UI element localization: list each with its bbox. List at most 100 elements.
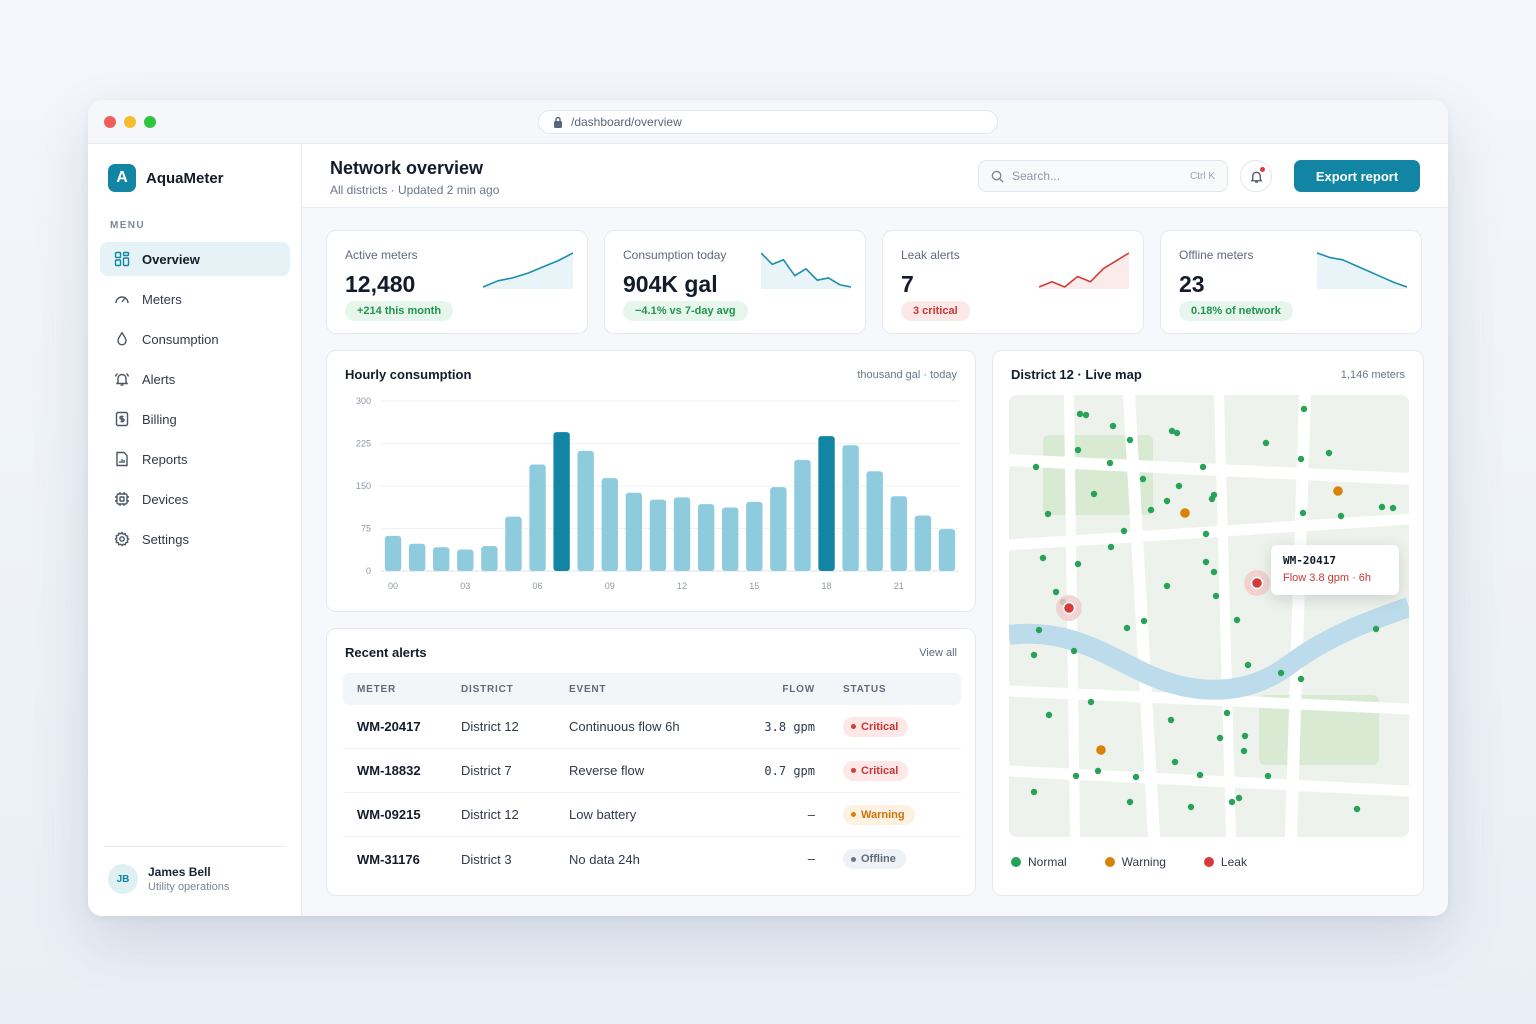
bar-23[interactable] [938, 529, 956, 571]
bar-11[interactable] [649, 499, 667, 571]
page-header: Network overview All districts · Updated… [302, 144, 1448, 208]
notifications-button[interactable] [1240, 160, 1272, 192]
bar-07[interactable] [553, 432, 570, 571]
legend-item-warning: Warning [1104, 855, 1166, 869]
divider [104, 846, 286, 847]
kpi-card-leak-alerts: Leak alerts 7 3 critical [882, 230, 1144, 334]
bar-20[interactable] [866, 471, 883, 571]
column-header-meter[interactable]: METER [357, 683, 396, 695]
column-header-status[interactable]: STATUS [843, 683, 887, 695]
table-row[interactable]: WM-18832 District 7 Reverse flow 0.7 gpm… [343, 749, 961, 793]
bar-05[interactable] [505, 516, 522, 571]
district-map[interactable]: WM-20417 Flow 3.8 gpm · 6h [1009, 395, 1409, 837]
bar-10[interactable] [625, 492, 643, 571]
column-header-event[interactable]: EVENT [569, 683, 607, 695]
kpi-label: Active meters [345, 248, 418, 262]
tooltip-meter-id: WM-20417 [1283, 554, 1336, 567]
cell-meter: WM-31176 [357, 851, 420, 867]
bar-16[interactable] [770, 487, 787, 571]
bar-22[interactable] [914, 515, 932, 571]
bar-01[interactable] [408, 543, 426, 571]
title-bar: /dashboard/overview [88, 100, 1448, 144]
cell-flow: 3.8 gpm [764, 719, 815, 734]
road-network [1009, 395, 1409, 837]
map-title: District 12 · Live map [1011, 367, 1142, 382]
export-report-button[interactable]: Export report [1294, 160, 1420, 192]
y-tick-label: 150 [356, 481, 371, 491]
alerts-table: METER DISTRICT EVENT FLOW STATUS WM-2041… [343, 673, 961, 881]
bar-06[interactable] [529, 464, 546, 571]
kpi-delta: 3 critical [901, 301, 970, 321]
cell-meter: WM-09215 [357, 807, 421, 822]
y-tick-label: 225 [356, 439, 371, 449]
sidebar-item-reports[interactable]: Reports [100, 442, 290, 476]
address-bar[interactable]: /dashboard/overview [538, 110, 998, 134]
bar-09[interactable] [601, 478, 618, 571]
bar-08[interactable] [577, 450, 594, 571]
bar-17[interactable] [794, 459, 811, 571]
legend-label: Leak [1220, 855, 1247, 869]
map-canvas[interactable] [1009, 395, 1409, 837]
status-label: Critical [861, 764, 899, 777]
bar-04[interactable] [481, 546, 498, 571]
sidebar-item-consumption[interactable]: Consumption [100, 322, 290, 356]
user-role: Utility operations [148, 881, 230, 893]
sparkline-line [1317, 252, 1407, 288]
table-row[interactable]: WM-20417 District 12 Continuous flow 6h … [343, 705, 961, 749]
x-tick-label: 18 [822, 581, 832, 591]
brand-logo: A [108, 164, 136, 192]
kpi-sparkline [483, 252, 573, 289]
bar-03[interactable] [457, 549, 474, 571]
sidebar-item-label: Overview [142, 251, 200, 267]
bar-00[interactable] [384, 535, 402, 571]
leak-meter-markers[interactable] [1056, 570, 1270, 621]
sidebar: A AquaMeter MENU Overview Meters Consump… [88, 144, 302, 916]
user-profile[interactable]: JB James Bell Utility operations [108, 864, 229, 894]
kpi-sparkline [1317, 252, 1407, 289]
cell-flow: 0.7 gpm [764, 763, 815, 778]
kpi-value: 12,480 [345, 271, 416, 297]
status-badge: Critical [843, 760, 909, 781]
kpi-sparkline [1039, 252, 1129, 289]
receipt-icon [115, 411, 129, 427]
y-tick-label: 300 [356, 396, 371, 406]
column-header-flow[interactable]: FLOW [782, 683, 815, 695]
bar-14[interactable] [722, 507, 739, 571]
search-shortcut: Ctrl K [1190, 170, 1215, 182]
cell-flow: – [807, 852, 815, 866]
sidebar-item-meters[interactable]: Meters [100, 282, 290, 316]
column-header-district[interactable]: DISTRICT [461, 683, 514, 695]
bar-18[interactable] [818, 436, 835, 571]
table-row[interactable]: WM-31176 District 3 No data 24h – Offlin… [343, 837, 961, 881]
sparkline-area [1317, 253, 1407, 289]
sidebar-item-billing[interactable]: Billing [100, 402, 290, 436]
sidebar-item-label: Devices [142, 491, 189, 507]
brand[interactable]: A AquaMeter [108, 164, 224, 192]
close-window-button[interactable] [104, 116, 116, 128]
bar-15[interactable] [746, 501, 763, 571]
maximize-window-button[interactable] [144, 116, 156, 128]
search-box[interactable]: Ctrl K [978, 160, 1228, 192]
kpi-label: Offline meters [1179, 248, 1254, 262]
sidebar-nav: Overview Meters Consumption Alerts Billi… [100, 242, 290, 562]
sidebar-item-devices[interactable]: Devices [100, 482, 290, 516]
bar-02[interactable] [433, 547, 450, 571]
bar-12[interactable] [673, 497, 691, 571]
bar-21[interactable] [890, 496, 907, 571]
kpi-card-consumption: Consumption today 904K gal −4.1% vs 7-da… [604, 230, 866, 334]
bar-19[interactable] [842, 445, 859, 571]
minimize-window-button[interactable] [124, 116, 136, 128]
sidebar-item-label: Settings [142, 531, 189, 547]
y-tick-label: 75 [361, 524, 371, 534]
status-badge: Critical [843, 716, 909, 737]
page-subtitle: All districts · Updated 2 min ago [330, 183, 500, 197]
bar-13[interactable] [697, 504, 715, 571]
sidebar-item-settings[interactable]: Settings [100, 522, 290, 556]
cell-event: No data 24h [569, 851, 640, 867]
legend-label: Warning [1121, 855, 1166, 869]
table-row[interactable]: WM-09215 District 12 Low battery – Warni… [343, 793, 961, 837]
sidebar-item-overview[interactable]: Overview [100, 242, 290, 276]
sidebar-item-alerts[interactable]: Alerts [100, 362, 290, 396]
search-input[interactable] [1012, 169, 1190, 183]
view-all-link[interactable]: View all [919, 647, 957, 659]
